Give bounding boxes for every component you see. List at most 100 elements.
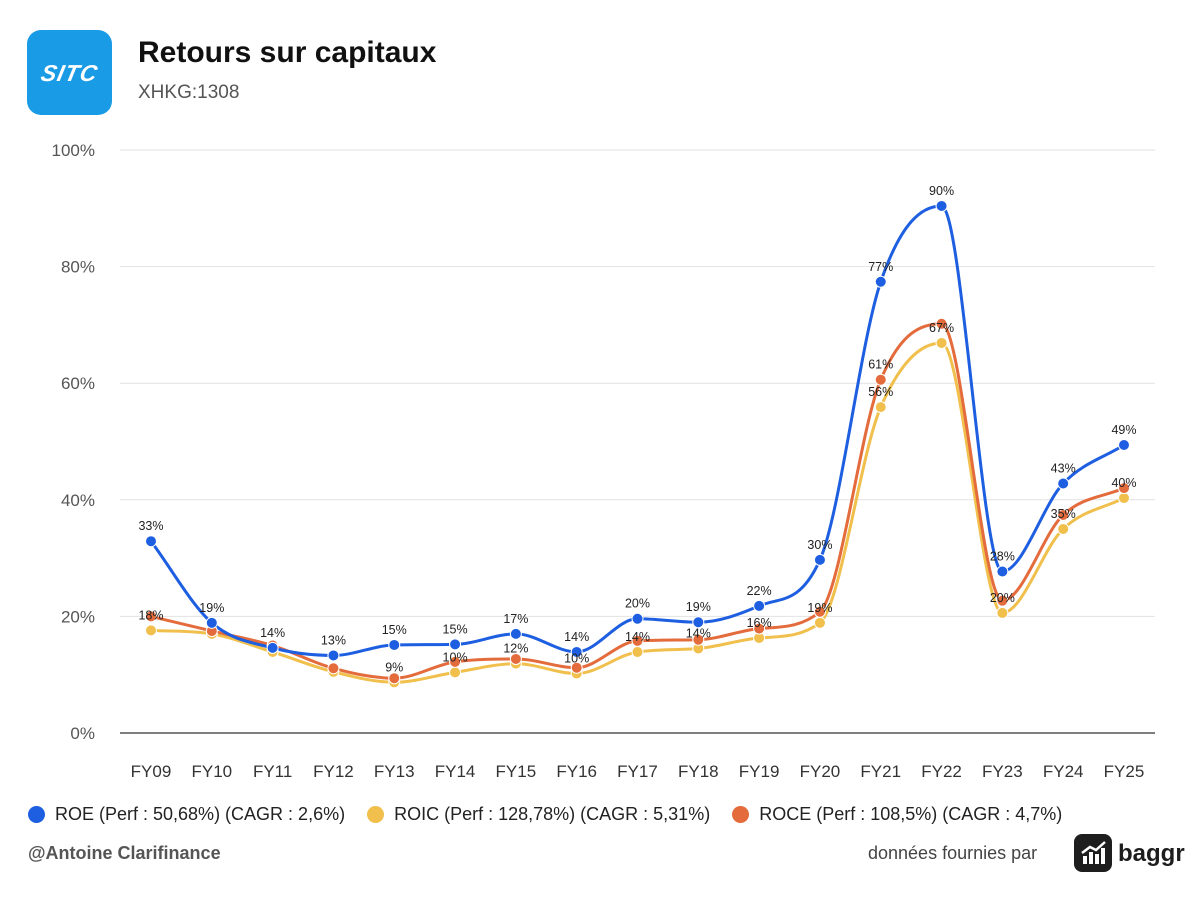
data-label: 19%	[807, 601, 832, 615]
data-label: 18%	[138, 608, 163, 622]
data-point	[935, 317, 948, 330]
data-label: 14%	[686, 626, 711, 640]
data-point	[449, 666, 462, 679]
x-tick-label: FY11	[253, 762, 292, 781]
data-label: 20%	[990, 591, 1015, 605]
x-tick-label: FY20	[800, 762, 841, 781]
legend-dot-roe	[28, 805, 45, 823]
series-line-2	[149, 322, 1126, 680]
data-point	[388, 638, 401, 651]
data-point	[874, 275, 887, 288]
data-label: 10%	[564, 652, 589, 666]
data-label: 20%	[625, 597, 650, 611]
y-tick-label: 80%	[61, 258, 95, 277]
data-point	[631, 612, 644, 625]
data-label: 30%	[807, 538, 832, 552]
x-tick-label: FY24	[1043, 762, 1084, 781]
legend-item-roic: ROIC (Perf : 128,78%) (CAGR : 5,31%)	[367, 804, 710, 825]
data-point	[570, 661, 583, 674]
data-label: 56%	[868, 385, 893, 399]
data-point	[996, 594, 1009, 607]
data-point	[935, 199, 948, 212]
data-label: 67%	[929, 321, 954, 335]
data-point	[205, 616, 218, 629]
data-point	[449, 638, 462, 651]
data-point	[388, 672, 401, 685]
data-source-label: données fournies par	[868, 843, 1038, 863]
data-point	[813, 605, 826, 618]
y-tick-label: 60%	[61, 374, 95, 393]
data-point	[1057, 522, 1070, 535]
legend-dot-roce	[732, 805, 750, 823]
data-label: 10%	[443, 650, 468, 664]
x-tick-label: FY22	[921, 762, 962, 781]
data-point	[692, 616, 705, 629]
data-point	[266, 641, 279, 654]
data-point	[1118, 438, 1130, 451]
data-label: 9%	[385, 660, 403, 674]
x-tick-label: FY19	[739, 762, 780, 781]
data-label: 19%	[686, 600, 711, 614]
y-tick-label: 20%	[61, 607, 95, 626]
baggr-logo-icon	[1074, 834, 1112, 872]
data-point	[935, 336, 948, 349]
data-label: 35%	[1051, 507, 1076, 521]
author-credit: @Antoine Clarifinance	[28, 843, 221, 863]
data-point	[996, 606, 1009, 619]
x-tick-label: FY25	[1104, 762, 1145, 781]
data-label: 49%	[1111, 423, 1136, 437]
y-tick-label: 0%	[70, 724, 95, 743]
data-point	[1118, 492, 1130, 505]
x-tick-label: FY12	[313, 762, 354, 781]
x-tick-label: FY15	[496, 762, 537, 781]
data-point	[145, 535, 157, 548]
data-label: 19%	[199, 601, 224, 615]
data-label: 12%	[503, 642, 528, 656]
chart-legend: ROE (Perf : 50,68%) (CAGR : 2,6%) ROIC (…	[28, 800, 1084, 828]
x-tick-label: FY14	[435, 762, 476, 781]
data-label: 77%	[868, 260, 893, 274]
data-label: 16%	[747, 616, 772, 630]
legend-item-roce: ROCE (Perf : 108,5%) (CAGR : 4,7%)	[732, 804, 1062, 825]
data-point	[509, 652, 522, 665]
data-point	[813, 616, 826, 629]
data-point	[327, 649, 340, 662]
x-tick-label: FY21	[860, 762, 901, 781]
series-line-0	[149, 204, 1126, 657]
data-label: 28%	[990, 550, 1015, 564]
legend-label-roic: ROIC (Perf : 128,78%) (CAGR : 5,31%)	[394, 803, 711, 824]
data-point	[145, 610, 157, 623]
data-point	[631, 645, 644, 658]
data-point	[449, 655, 462, 668]
data-label: 14%	[564, 630, 589, 644]
y-tick-label: 40%	[61, 491, 95, 510]
data-label: 40%	[1111, 476, 1136, 490]
data-point	[509, 627, 522, 640]
data-label: 14%	[625, 630, 650, 644]
ticker-subtitle: XHKG:1308	[138, 82, 240, 103]
data-label: 13%	[321, 633, 346, 647]
baggr-brand-name: baggr	[1118, 840, 1185, 867]
data-label: 22%	[747, 584, 772, 598]
returns-line-chart: 0% 20% 40% 60% 80% 100% FY09 FY10 FY11 FY12 FY13 FY…	[52, 141, 1155, 781]
data-label: 15%	[443, 622, 468, 636]
data-point	[753, 599, 766, 612]
company-logo: SITC	[27, 30, 112, 115]
data-label: 14%	[260, 626, 285, 640]
legend-dot-roic	[367, 805, 385, 823]
x-tick-label: FY09	[131, 762, 172, 781]
data-point	[1057, 477, 1070, 490]
legend-item-roe: ROE (Perf : 50,68%) (CAGR : 2,6%)	[28, 804, 345, 825]
data-point	[327, 662, 340, 675]
data-label: 33%	[138, 519, 163, 533]
x-tick-label: FY16	[556, 762, 597, 781]
data-point	[1118, 482, 1130, 495]
data-point	[753, 622, 766, 635]
page-title: Retours sur capitaux	[138, 36, 437, 69]
data-point	[570, 645, 583, 658]
data-point	[874, 373, 887, 386]
data-point	[874, 401, 887, 414]
data-point	[1057, 508, 1070, 521]
legend-label-roe: ROE (Perf : 50,68%) (CAGR : 2,6%)	[55, 803, 346, 824]
x-tick-label: FY18	[678, 762, 719, 781]
